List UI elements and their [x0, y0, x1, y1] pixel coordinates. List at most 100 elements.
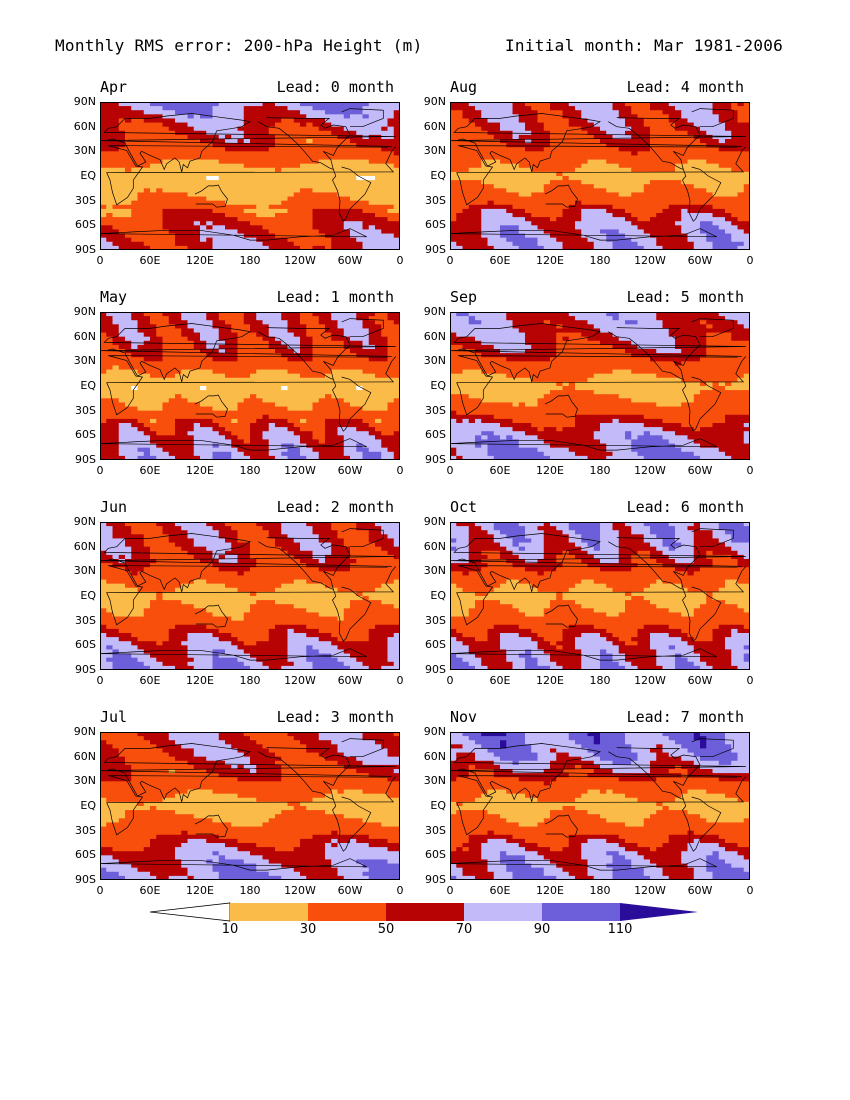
map-cell	[125, 365, 132, 371]
map-cell	[206, 369, 214, 375]
map-cell	[712, 217, 720, 222]
map-cell	[343, 102, 351, 107]
map-cell	[456, 180, 464, 185]
map-cell	[462, 229, 470, 235]
map-cell	[343, 312, 351, 317]
map-cell	[212, 245, 220, 250]
map-cell	[187, 118, 195, 124]
map-cell	[300, 373, 307, 379]
map-cell	[106, 410, 114, 416]
map-cell	[287, 208, 295, 214]
map-cell	[550, 122, 557, 128]
map-cell	[218, 365, 226, 371]
map-cell	[350, 110, 357, 115]
map-cell	[737, 118, 745, 124]
map-cell	[306, 373, 314, 379]
map-cell	[375, 130, 382, 136]
map-cell	[156, 237, 164, 243]
map-cell	[737, 155, 745, 161]
map-cell	[587, 180, 595, 185]
map-cell	[706, 213, 714, 218]
map-cell	[637, 122, 645, 128]
map-cell	[181, 328, 189, 334]
map-cell	[343, 130, 351, 136]
x-tick-label: 120W	[634, 254, 666, 267]
map-cell	[318, 353, 326, 358]
map-cell	[162, 390, 170, 395]
map-cell	[487, 106, 495, 111]
map-cell	[362, 110, 370, 115]
map-cell	[162, 102, 170, 107]
map-cell	[156, 373, 164, 379]
map-cell	[156, 381, 164, 387]
map-cell	[706, 118, 714, 124]
map-cell	[175, 394, 182, 399]
map-cell	[125, 386, 132, 391]
map-cell	[287, 176, 295, 181]
map-panel	[100, 312, 400, 460]
map-cell	[625, 102, 632, 107]
map-cell	[550, 213, 557, 218]
map-cell	[606, 167, 614, 173]
map-cell	[706, 180, 714, 185]
map-cell	[268, 176, 276, 181]
map-cell	[625, 229, 632, 235]
map-cell	[481, 102, 489, 107]
map-cell	[325, 435, 332, 441]
map-cell	[250, 418, 257, 424]
map-cell	[487, 213, 495, 218]
map-cell	[600, 143, 607, 148]
map-cell	[656, 184, 664, 189]
map-cell	[181, 349, 189, 354]
map-cell	[368, 340, 376, 346]
map-cell	[112, 336, 120, 342]
map-cell	[475, 114, 482, 120]
map-cell	[106, 373, 114, 379]
map-cell	[118, 102, 126, 107]
map-cell	[450, 229, 457, 235]
map-cell	[212, 390, 220, 395]
map-cell	[637, 200, 645, 206]
map-cell	[518, 180, 526, 185]
map-cell	[650, 114, 657, 120]
map-cell	[212, 431, 220, 436]
map-cell	[106, 102, 114, 107]
map-cell	[293, 229, 301, 235]
map-cell	[162, 398, 170, 404]
map-cell	[312, 241, 320, 247]
map-cell	[112, 114, 120, 120]
map-cell	[181, 184, 189, 189]
map-cell	[225, 217, 232, 222]
map-cell	[168, 381, 176, 387]
map-cell	[200, 414, 207, 420]
map-cell	[143, 406, 151, 412]
map-cell	[187, 381, 195, 387]
map-cell	[150, 163, 157, 169]
map-cell	[487, 118, 495, 124]
map-cell	[600, 126, 607, 132]
map-cell	[100, 386, 107, 391]
map-cell	[162, 233, 170, 239]
x-tick-label: 180	[589, 254, 611, 267]
map-cell	[212, 365, 220, 371]
map-cell	[512, 225, 520, 231]
map-cell	[206, 114, 214, 120]
coastline	[100, 228, 367, 241]
map-cell	[662, 151, 670, 157]
map-cell	[475, 171, 482, 177]
map-cell	[331, 241, 339, 247]
map-cell	[718, 180, 726, 185]
map-cell	[256, 373, 264, 379]
map-cell	[612, 122, 620, 128]
map-cell	[356, 414, 364, 420]
map-cell	[162, 361, 170, 367]
map-cell	[262, 402, 270, 408]
map-cell	[293, 369, 301, 375]
map-cell	[587, 114, 595, 120]
map-cell	[531, 208, 539, 214]
map-cell	[618, 139, 626, 144]
x-tick-label: 60E	[139, 254, 161, 267]
map-cell	[525, 167, 532, 173]
map-cell	[512, 167, 520, 173]
map-cell	[243, 398, 251, 404]
